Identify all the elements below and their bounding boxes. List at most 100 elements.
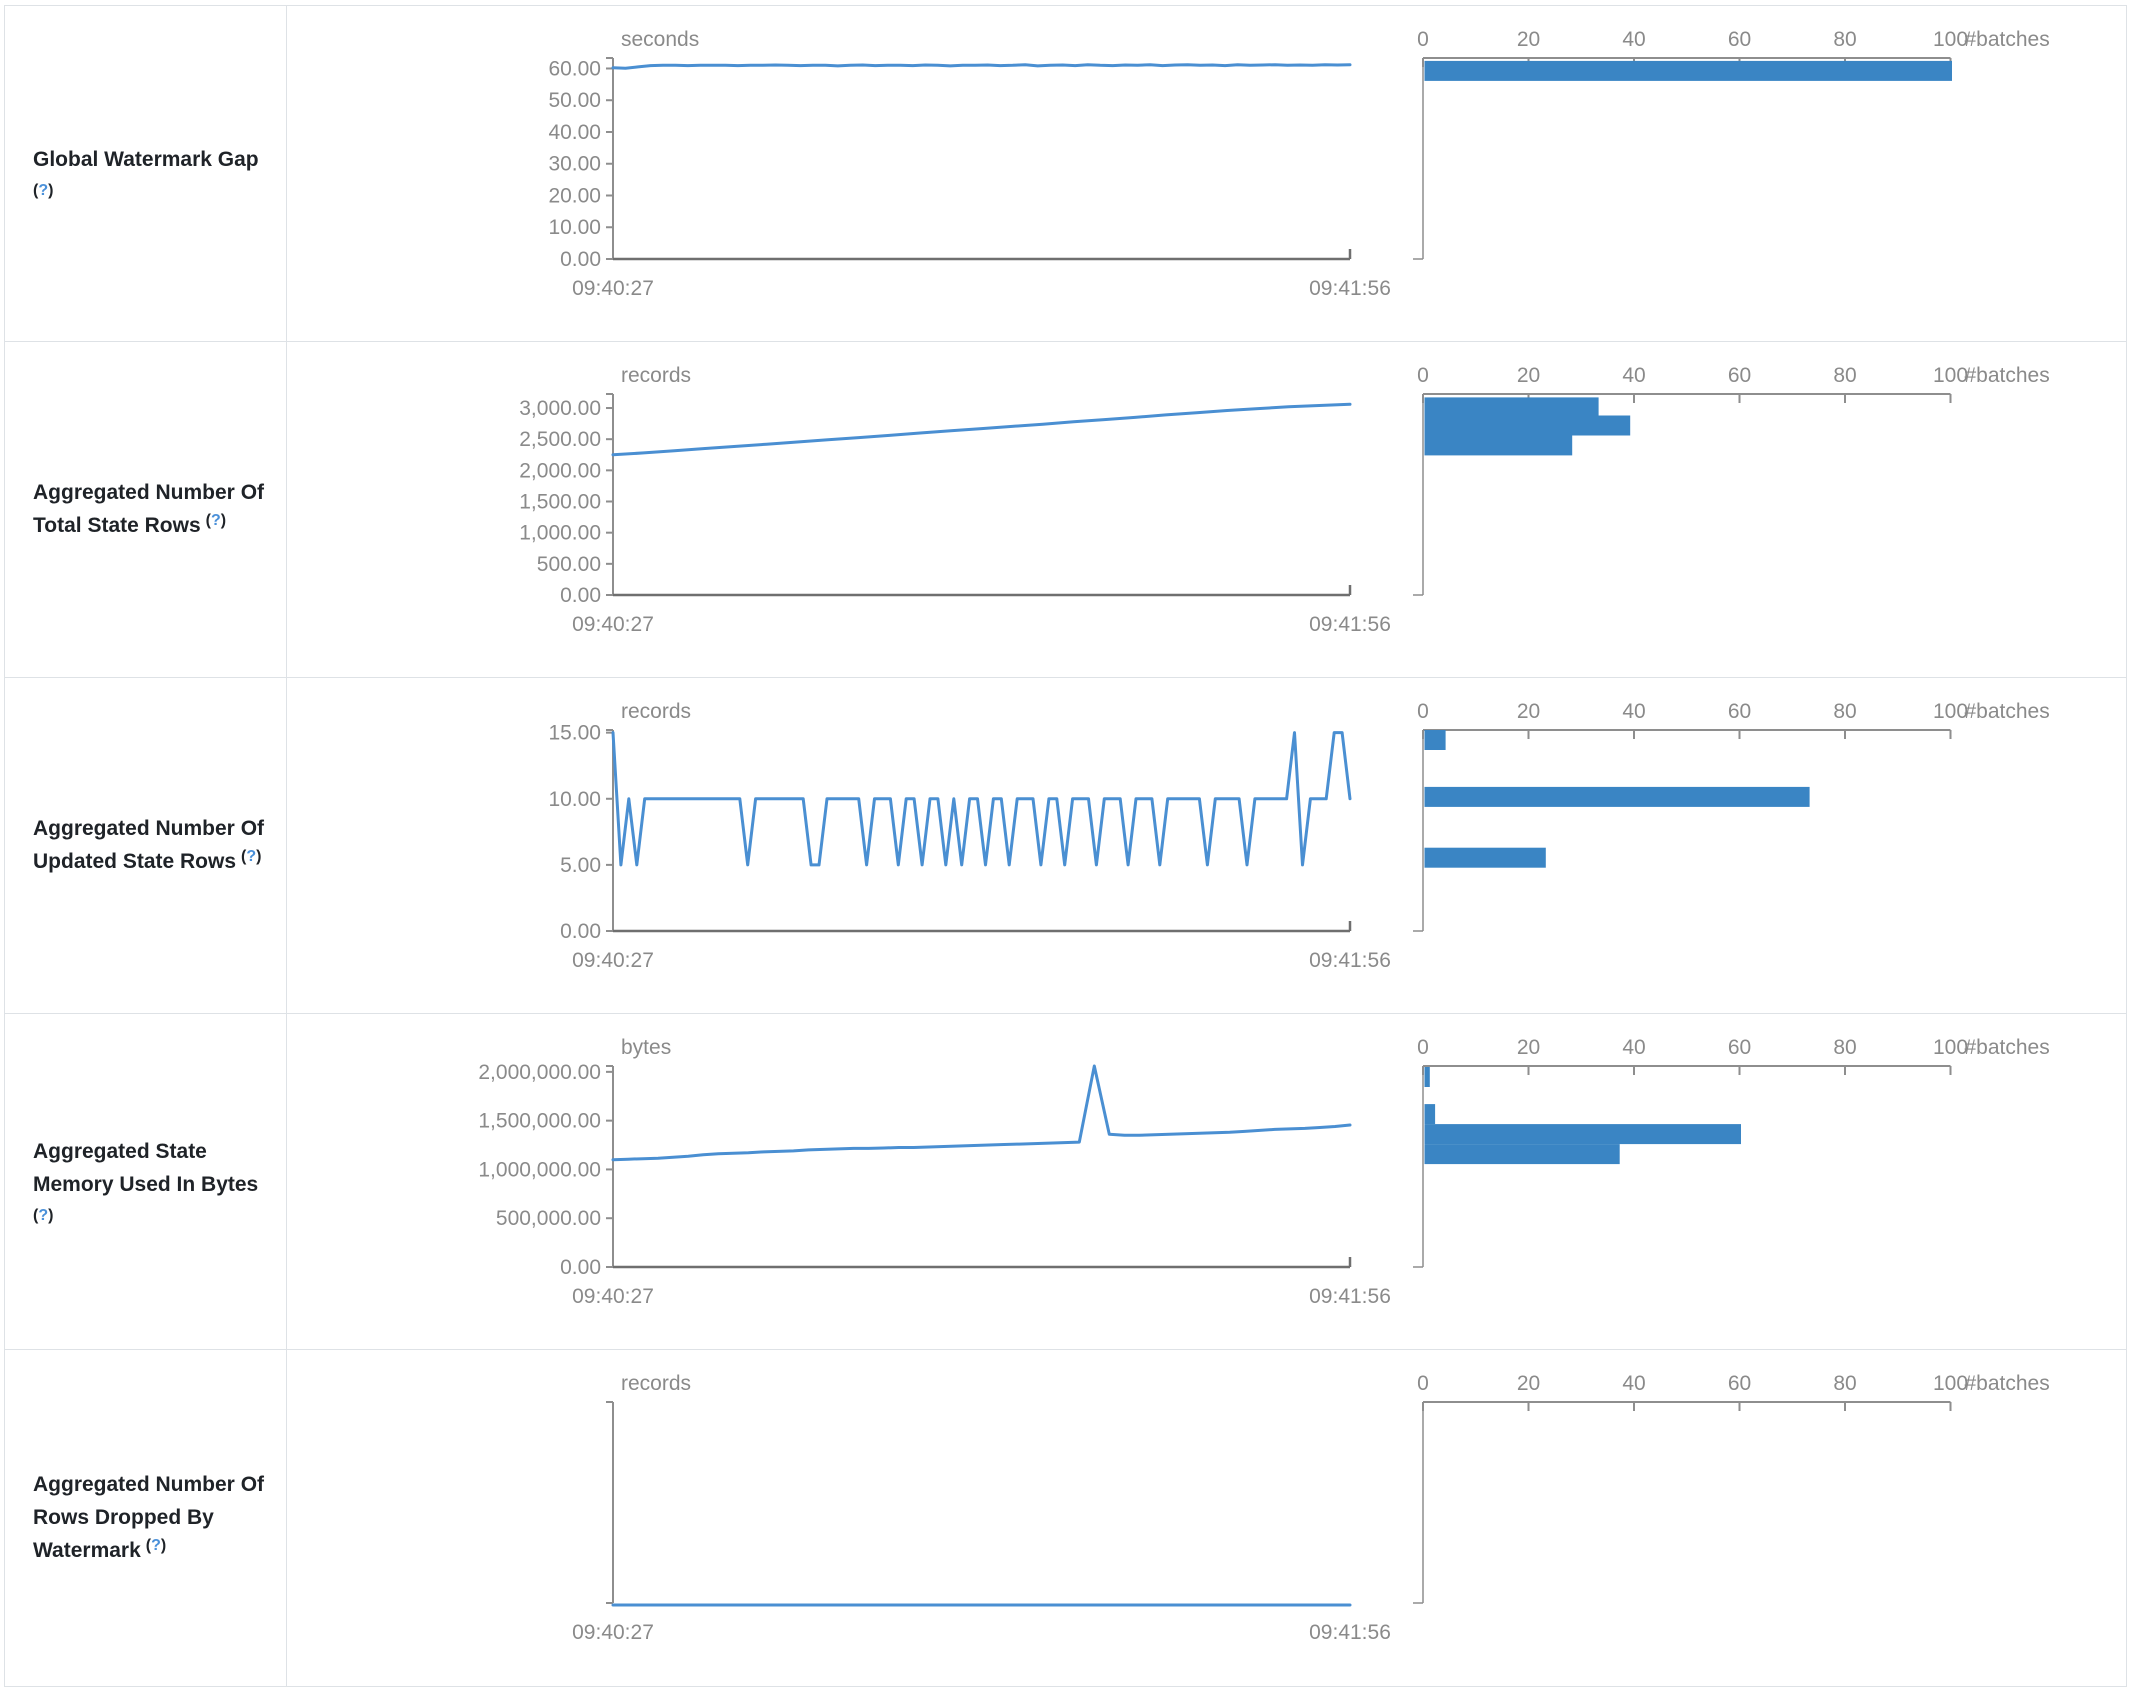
histogram-x-tick-label: 0 xyxy=(1417,1036,1429,1059)
histogram-x-tick-label: 100 xyxy=(1933,28,1968,51)
histogram-x-tick-label: 0 xyxy=(1417,1372,1429,1395)
histogram-x-tick-label: 20 xyxy=(1517,28,1540,51)
metric-label-line: Watermark (?) xyxy=(33,1536,167,1562)
metric-label-line: Aggregated Number Of xyxy=(33,480,265,504)
histogram-x-tick-label: 60 xyxy=(1728,28,1751,51)
histogram-x-tick-label: 80 xyxy=(1833,1036,1856,1059)
histogram-axis-label: #batches xyxy=(1965,700,2050,723)
metric-charts: records 15.00 10.00 5.00 0.00 09:40:27 09:41:5… xyxy=(548,700,2050,972)
histogram-axis-label: #batches xyxy=(1965,28,2050,51)
metric-row: Global Watermark Gap (?) seconds 60.00 50.0… xyxy=(5,6,2126,342)
histogram-axis-label: #batches xyxy=(1965,364,2050,387)
help-link[interactable]: (?) xyxy=(33,1207,53,1224)
metric-row: Aggregated Number Of Updated State Rows (?… xyxy=(5,678,2126,1014)
help-link[interactable]: (?) xyxy=(33,182,53,199)
histogram-x-tick-label: 20 xyxy=(1517,364,1540,387)
help-question-icon: ? xyxy=(246,847,257,865)
metric-label: Aggregated State Memory Used In Bytes (?) xyxy=(5,1014,287,1349)
histogram-x-tick-label: 60 xyxy=(1728,1036,1751,1059)
timeline-y-tick-label: 2,000,000.00 xyxy=(478,1061,601,1084)
help-question-icon: ? xyxy=(151,1536,161,1554)
histogram-bar xyxy=(1424,397,1599,418)
metric-label: Global Watermark Gap (?) xyxy=(5,6,287,341)
timeline-y-tick-label: 5.00 xyxy=(560,854,601,877)
help-link[interactable]: (?) xyxy=(146,1537,166,1554)
histogram-x-tick-label: 100 xyxy=(1933,1036,1968,1059)
histogram-x-tick-label: 100 xyxy=(1933,1372,1968,1395)
timeline-y-tick-label: 0.00 xyxy=(560,1256,601,1279)
help-question-icon: ? xyxy=(210,511,221,529)
timeline-y-tick-label: 3,000.00 xyxy=(519,397,601,420)
timeline-line xyxy=(611,63,1352,70)
metric-charts: records 09:40:27 09:41:56 0 20 40 60 80 100#batc… xyxy=(572,1372,2050,1644)
metric-chart-cell: bytes 2,000,000.00 1,500,000.00 1,000,000.0… xyxy=(287,1014,2130,1349)
metric-row: Aggregated Number Of Rows Dropped By Water… xyxy=(5,1350,2126,1686)
histogram-x-tick-label: 0 xyxy=(1417,364,1429,387)
timeline-y-tick-label: 2,500.00 xyxy=(519,428,601,451)
metric-row: Aggregated Number Of Total State Rows (?) … xyxy=(5,342,2126,678)
timeline-x-start-label: 09:40:27 xyxy=(572,277,654,300)
histogram-x-tick-label: 40 xyxy=(1622,1372,1645,1395)
histogram-axis-label: #batches xyxy=(1965,1372,2050,1395)
histogram-x-tick-label: 60 xyxy=(1728,364,1751,387)
metric-chart-cell: records 15.00 10.00 5.00 0.00 09:40:27 09:41:5… xyxy=(287,678,2130,1013)
timeline-y-tick-label: 1,500.00 xyxy=(519,491,601,514)
timeline-x-start-label: 09:40:27 xyxy=(572,613,654,636)
help-question-icon: ? xyxy=(38,1206,49,1224)
timeline-line xyxy=(611,402,1352,457)
histogram-x-tick-label: 60 xyxy=(1728,700,1751,723)
metric-label-line: Memory Used In Bytes xyxy=(33,1172,259,1196)
histogram-x-tick-label: 100 xyxy=(1933,700,1968,723)
timeline-x-end-label: 09:41:56 xyxy=(1309,949,1391,972)
timeline-y-tick-label: 60.00 xyxy=(548,57,601,80)
timeline-unit-label: records xyxy=(621,1372,691,1395)
timeline-y-tick-label: 0.00 xyxy=(560,584,601,607)
histogram-x-tick-label: 20 xyxy=(1517,700,1540,723)
metric-label-line: Aggregated Number Of xyxy=(33,816,265,840)
timeline-y-tick-label: 2,000.00 xyxy=(519,459,601,482)
help-paren: ( xyxy=(241,847,247,865)
metric-label-line: Aggregated State xyxy=(33,1139,207,1163)
timeline-y-tick-label: 0.00 xyxy=(560,920,601,943)
timeline-y-tick-label: 50.00 xyxy=(548,89,601,112)
histogram-x-tick-label: 40 xyxy=(1622,28,1645,51)
metric-label-line: Total State Rows (?) xyxy=(33,511,227,537)
metric-label-line: Rows Dropped By xyxy=(33,1505,214,1529)
histogram-x-tick-label: 40 xyxy=(1622,700,1645,723)
histogram-bar xyxy=(1424,786,1810,807)
histogram-x-tick-label: 80 xyxy=(1833,1372,1856,1395)
metric-charts: records 3,000.00 2,500.00 2,000.00 1,500.00 1… xyxy=(519,364,2050,636)
timeline-y-tick-label: 10.00 xyxy=(548,216,601,239)
help-paren: ) xyxy=(48,182,54,199)
help-paren: ) xyxy=(256,847,262,865)
timeline-y-tick-label: 20.00 xyxy=(548,184,601,207)
histogram-bar xyxy=(1424,1124,1741,1145)
metric-row: Aggregated State Memory Used In Bytes (?) … xyxy=(5,1014,2126,1350)
metric-label: Aggregated Number Of Updated State Rows (?… xyxy=(5,678,287,1013)
timeline-unit-label: records xyxy=(621,364,691,387)
timeline-y-tick-label: 500,000.00 xyxy=(496,1207,601,1230)
timeline-y-tick-label: 500.00 xyxy=(537,553,601,576)
timeline-x-start-label: 09:40:27 xyxy=(572,1621,654,1644)
help-paren: ( xyxy=(33,1206,39,1224)
histogram-x-tick-label: 80 xyxy=(1833,364,1856,387)
timeline-x-start-label: 09:40:27 xyxy=(572,1285,654,1308)
help-question-icon: ? xyxy=(38,182,49,199)
help-link[interactable]: (?) xyxy=(241,848,261,865)
histogram-x-tick-label: 40 xyxy=(1622,364,1645,387)
help-paren: ) xyxy=(160,1536,167,1554)
metric-label-line: (?) xyxy=(33,176,276,204)
timeline-unit-label: bytes xyxy=(621,1036,671,1059)
timeline-y-tick-label: 10.00 xyxy=(548,788,601,811)
timeline-unit-label: seconds xyxy=(621,28,699,51)
metric-label: Aggregated Number Of Rows Dropped By Water… xyxy=(5,1350,287,1686)
timeline-y-tick-label: 30.00 xyxy=(548,153,601,176)
histogram-bar xyxy=(1424,435,1573,456)
timeline-x-end-label: 09:41:56 xyxy=(1309,1285,1391,1308)
help-paren: ) xyxy=(48,1206,54,1224)
histogram-x-tick-label: 100 xyxy=(1933,364,1968,387)
help-link[interactable]: (?) xyxy=(206,512,226,529)
histogram-x-tick-label: 0 xyxy=(1417,700,1429,723)
timeline-y-tick-label: 40.00 xyxy=(548,121,601,144)
histogram-bar xyxy=(1424,1144,1620,1165)
